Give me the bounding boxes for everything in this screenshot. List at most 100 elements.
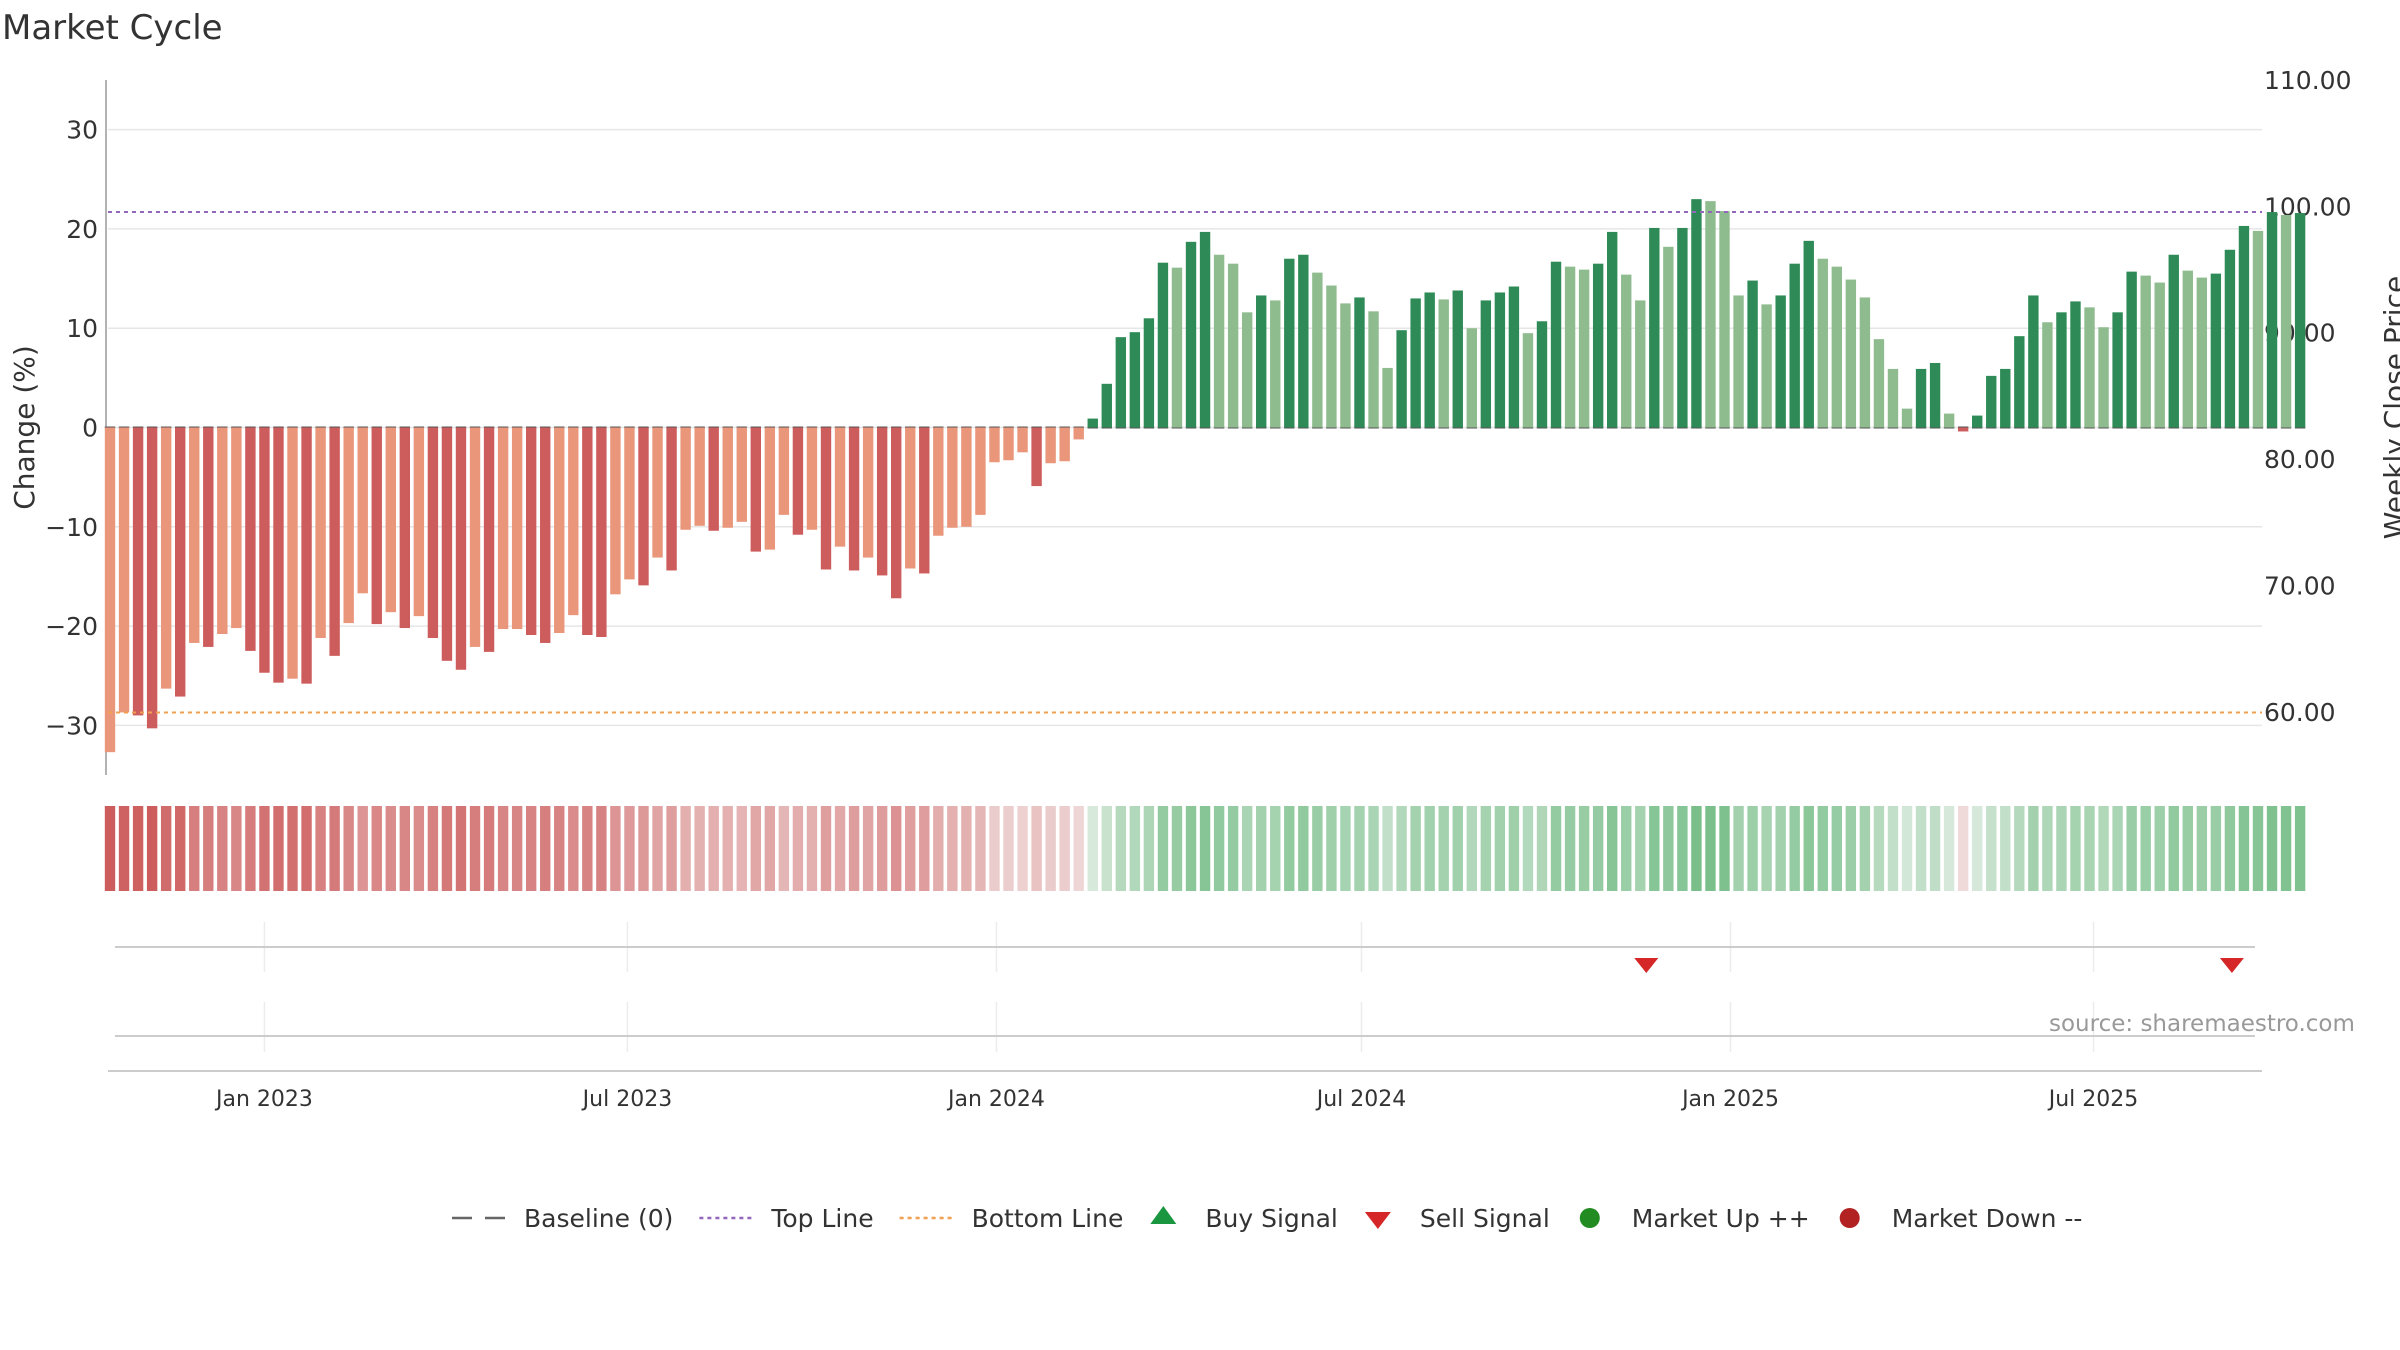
heatmap-cell bbox=[1649, 806, 1660, 891]
heatmap-cell bbox=[652, 806, 663, 891]
bar-change bbox=[624, 427, 635, 580]
bar-change bbox=[708, 427, 719, 531]
bar-change bbox=[666, 427, 677, 571]
bar-change bbox=[1635, 300, 1646, 428]
heatmap-cell bbox=[1691, 806, 1702, 891]
bar-change bbox=[652, 427, 663, 558]
heatmap-cell bbox=[1761, 806, 1772, 891]
bar-change bbox=[175, 427, 186, 697]
heatmap-cell bbox=[497, 806, 509, 891]
heatmap-cell bbox=[947, 806, 958, 891]
bar-change bbox=[1115, 337, 1127, 428]
bar-change bbox=[638, 427, 649, 586]
heatmap-cell bbox=[764, 806, 776, 891]
heatmap-cell bbox=[525, 806, 537, 891]
bar-change bbox=[1368, 311, 1379, 428]
heatmap-cell bbox=[146, 806, 158, 891]
bar-change bbox=[1129, 332, 1141, 428]
legend-label: Market Down -- bbox=[1892, 1204, 2083, 1233]
heatmap-cell bbox=[2196, 806, 2208, 891]
bar-change bbox=[2154, 282, 2165, 428]
y-tick-label-right: 100.00 bbox=[2264, 192, 2351, 221]
heatmap-cell bbox=[610, 806, 621, 891]
heatmap-cell bbox=[736, 806, 747, 891]
heatmap-cell bbox=[1298, 806, 1309, 891]
bar-change bbox=[2084, 307, 2095, 428]
bar-change bbox=[1213, 254, 1225, 428]
bar-change bbox=[891, 427, 902, 599]
y-tick-label-right: 60.00 bbox=[2264, 698, 2336, 727]
heatmap-cell bbox=[259, 806, 270, 891]
heatmap-cell bbox=[2238, 806, 2250, 891]
heatmap-cell bbox=[1915, 806, 1927, 891]
legend-label: Buy Signal bbox=[1205, 1204, 1338, 1233]
heatmap-cell bbox=[118, 806, 130, 891]
heatmap-cell bbox=[1185, 806, 1197, 891]
heatmap-cell bbox=[160, 806, 172, 891]
heatmap-cell bbox=[1635, 806, 1646, 891]
y-tick-label-left: −30 bbox=[45, 711, 98, 740]
heatmap-cell bbox=[189, 806, 200, 891]
bar-change bbox=[2070, 301, 2081, 428]
bar-change bbox=[1480, 300, 1492, 428]
heatmap-cell bbox=[1410, 806, 1421, 891]
heatmap-cell bbox=[1087, 806, 1098, 891]
bar-change bbox=[1691, 199, 1702, 428]
bar-change bbox=[511, 427, 523, 630]
bar-change bbox=[2000, 368, 2011, 428]
bar-change bbox=[919, 427, 930, 574]
bar-change bbox=[1677, 227, 1688, 428]
heatmap-cell bbox=[2294, 806, 2306, 891]
bar-change bbox=[273, 427, 284, 683]
source-note: source: sharemaestro.com bbox=[2049, 1011, 2355, 1037]
bar-change bbox=[1873, 339, 1885, 428]
bar-change bbox=[1789, 263, 1800, 428]
bar-change bbox=[568, 427, 579, 616]
heatmap-cell bbox=[1382, 806, 1393, 891]
bar-change bbox=[1578, 269, 1590, 428]
heatmap-cell bbox=[568, 806, 579, 891]
bar-change bbox=[1031, 427, 1042, 487]
legend-label: Sell Signal bbox=[1420, 1204, 1550, 1233]
heatmap-cell bbox=[905, 806, 916, 891]
heatmap-cell bbox=[1101, 806, 1112, 891]
bar-change bbox=[497, 427, 509, 630]
heatmap-cell bbox=[919, 806, 930, 891]
bar-change bbox=[217, 427, 228, 635]
heatmap-cell bbox=[1452, 806, 1463, 891]
heatmap-cell bbox=[2126, 806, 2137, 891]
heatmap-cell bbox=[427, 806, 439, 891]
heatmap-cell bbox=[483, 806, 495, 891]
heatmap-cell bbox=[1368, 806, 1379, 891]
bar-change bbox=[1972, 415, 1983, 428]
bar-change bbox=[1298, 254, 1309, 428]
heatmap-cell bbox=[175, 806, 186, 891]
heatmap-cell bbox=[2140, 806, 2151, 891]
bar-change bbox=[483, 427, 495, 652]
bar-change bbox=[1803, 240, 1814, 428]
y-tick-label-left: −20 bbox=[45, 612, 98, 641]
heatmap-cell bbox=[371, 806, 382, 891]
heatmap-cell bbox=[1143, 806, 1155, 891]
bar-change bbox=[189, 427, 200, 643]
heatmap-cell bbox=[933, 806, 944, 891]
chart-legend: Baseline (0) Top Line Bottom Line Buy Signa… bbox=[452, 1204, 2082, 1233]
bar-change bbox=[427, 427, 439, 638]
bar-change bbox=[1424, 292, 1435, 428]
heatmap-cell bbox=[792, 806, 804, 891]
heatmap-cell bbox=[1719, 806, 1730, 891]
bar-change bbox=[1143, 318, 1155, 428]
heatmap-cell bbox=[1817, 806, 1828, 891]
y-tick-label-right: 110.00 bbox=[2264, 66, 2351, 95]
bar-change bbox=[343, 427, 354, 624]
heatmap-cell bbox=[1929, 806, 1941, 891]
bar-change bbox=[778, 427, 790, 515]
x-tick-label: Jan 2023 bbox=[214, 1087, 313, 1112]
bar-change bbox=[1396, 330, 1407, 428]
y-tick-label-left: −10 bbox=[45, 513, 98, 542]
heatmap-cell bbox=[1213, 806, 1225, 891]
bar-change bbox=[441, 427, 453, 661]
heatmap-cell bbox=[891, 806, 902, 891]
heatmap-cell bbox=[1522, 806, 1534, 891]
